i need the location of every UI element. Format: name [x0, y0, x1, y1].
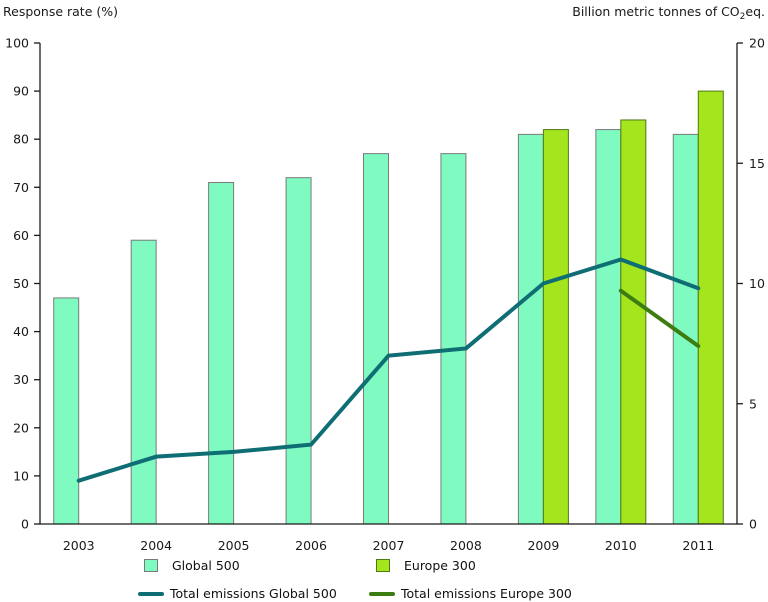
left-axis-tick-label: 50 [13, 276, 29, 291]
left-axis-title: Response rate (%) [3, 4, 119, 19]
global-500-swatch [144, 559, 158, 572]
right-axis-title-text: Billion metric tonnes of CO [572, 4, 740, 19]
bar-europe-300-2009 [542, 129, 569, 525]
legend-item-total-emissions-europe-300: Total emissions Europe 300 [369, 586, 572, 601]
left-axis-tick-label: 90 [13, 84, 29, 99]
legend-item-europe-300: Europe 300 [376, 558, 476, 573]
left-axis-tick-label: 60 [13, 228, 29, 243]
left-axis-tick-label: 0 [21, 517, 29, 532]
bar-global-500-2008 [440, 153, 467, 525]
right-axis-title-subscript: 2 [739, 12, 746, 22]
legend-label-global-500: Global 500 [172, 558, 240, 573]
total-emissions-global-500-swatch [138, 591, 164, 596]
x-tick-label-2006: 2006 [295, 538, 327, 553]
legend-label-total-emissions-global-500: Total emissions Global 500 [170, 586, 337, 601]
legend-label-europe-300: Europe 300 [404, 558, 476, 573]
left-axis-tick-label: 10 [13, 468, 29, 483]
right-axis-tick-label: 0 [749, 517, 757, 532]
bar-global-500-2003 [53, 297, 80, 525]
bar-global-500-2007 [363, 153, 389, 525]
legend-item-global-500: Global 500 [144, 558, 240, 573]
bar-global-500-2006 [285, 177, 312, 525]
x-tick-label-2007: 2007 [373, 538, 405, 553]
bar-global-500-2004 [130, 239, 157, 525]
legend-label-total-emissions-europe-300: Total emissions Europe 300 [401, 586, 572, 601]
x-tick-label-2003: 2003 [63, 538, 95, 553]
line-total-emissions-europe-300 [618, 288, 701, 349]
x-tick-label-2010: 2010 [605, 538, 637, 553]
x-tick-label-2011: 2011 [682, 538, 714, 553]
x-tick-label-2004: 2004 [140, 538, 172, 553]
bar-europe-300-2011 [697, 90, 724, 525]
right-axis-title-suffix: eq. [745, 4, 765, 19]
europe-300-swatch [376, 559, 390, 572]
left-axis-tick-label: 40 [13, 324, 29, 339]
total-emissions-europe-300-swatch [369, 591, 395, 596]
right-axis-tick-label: 5 [749, 396, 757, 411]
bar-global-500-2005 [208, 181, 235, 525]
line-total-emissions-global-500 [76, 257, 701, 483]
left-axis-tick-label: 80 [13, 132, 29, 147]
right-axis-tick-label: 20 [749, 36, 765, 51]
x-tick-label-2008: 2008 [450, 538, 482, 553]
x-tick-label-2009: 2009 [527, 538, 559, 553]
right-axis-tick-label: 15 [749, 156, 765, 171]
left-axis-tick-label: 20 [13, 420, 29, 435]
bar-global-500-2009 [517, 133, 544, 525]
bar-europe-300-2010 [620, 119, 647, 525]
right-axis-title: Billion metric tonnes of CO2eq. [572, 4, 765, 22]
right-axis-tick-label: 10 [749, 276, 765, 291]
left-axis-tick-label: 30 [13, 372, 29, 387]
left-axis-tick-label: 70 [13, 180, 29, 195]
legend-item-total-emissions-global-500: Total emissions Global 500 [138, 586, 337, 601]
x-tick-label-2005: 2005 [218, 538, 250, 553]
left-axis-tick-label: 100 [5, 36, 29, 51]
bar-global-500-2010 [595, 129, 622, 525]
